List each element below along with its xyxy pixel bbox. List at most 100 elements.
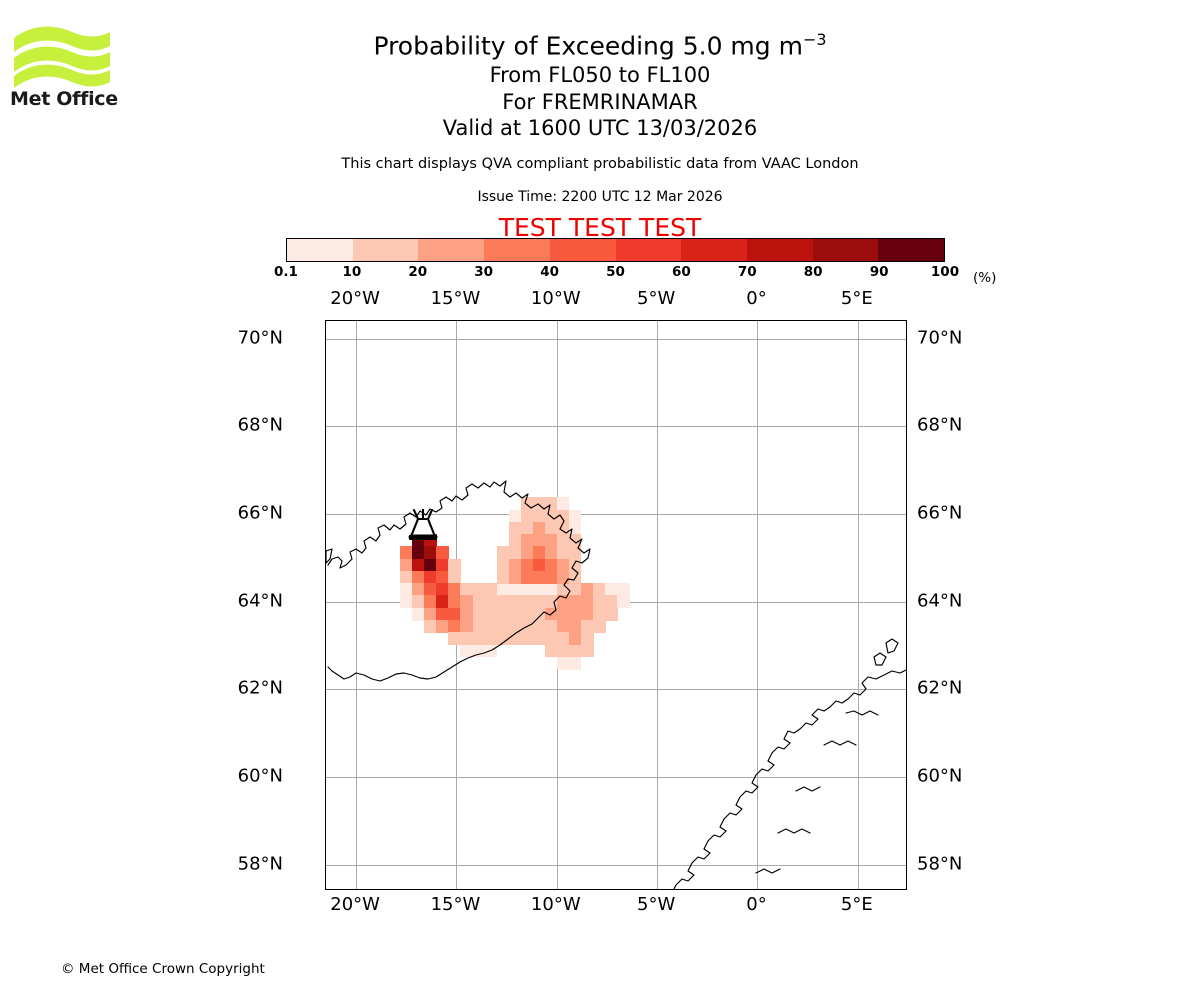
colorbar-tick-90: 90 bbox=[869, 264, 889, 280]
colorbar-tick-20: 20 bbox=[408, 264, 428, 280]
heatmap-cell bbox=[424, 620, 437, 633]
lon-tick-label-20°W: 20°W bbox=[330, 288, 380, 309]
heatmap-cell bbox=[580, 583, 594, 597]
heatmap-cell bbox=[424, 546, 437, 560]
heatmap-cell bbox=[436, 546, 450, 560]
heatmap-cell bbox=[532, 521, 546, 535]
gridline-lon-5°E bbox=[857, 321, 859, 889]
heatmap-cell bbox=[484, 583, 498, 597]
heatmap-cell bbox=[508, 546, 522, 560]
lat-tick-label-62°N: 62°N bbox=[917, 677, 963, 699]
heatmap-cell bbox=[532, 570, 546, 584]
colorbar-tick-30: 30 bbox=[474, 264, 494, 280]
heatmap-cell bbox=[556, 656, 570, 670]
heatmap-cell bbox=[484, 632, 498, 646]
heatmap-cell bbox=[496, 558, 510, 572]
test-banner: TEST TEST TEST bbox=[498, 213, 702, 242]
heatmap-cell bbox=[508, 632, 522, 646]
coastline-greenland bbox=[326, 548, 333, 564]
heatmap-cell bbox=[580, 607, 594, 621]
heatmap-cell bbox=[508, 534, 522, 547]
heatmap-cell bbox=[508, 607, 522, 621]
heatmap-cell bbox=[436, 595, 450, 609]
heatmap-cell bbox=[580, 620, 594, 633]
page-title-text: Probability of Exceeding 5.0 mg m bbox=[373, 31, 803, 61]
lat-tick-label-70°N: 70°N bbox=[237, 327, 283, 349]
heatmap-cell bbox=[496, 583, 510, 597]
heatmap-cell bbox=[544, 583, 558, 597]
lat-tick-label-70°N: 70°N bbox=[917, 327, 963, 349]
heatmap-cell bbox=[448, 583, 462, 597]
heatmap-cell bbox=[472, 595, 486, 609]
page-title-exponent: −3 bbox=[802, 30, 827, 49]
colorbar-tick-70: 70 bbox=[737, 264, 757, 280]
heatmap-cell bbox=[568, 534, 582, 547]
heatmap-cell bbox=[617, 595, 630, 609]
heatmap-cell bbox=[520, 497, 534, 511]
lon-tick-label-5°W: 5°W bbox=[637, 288, 676, 309]
heatmap-cell bbox=[532, 534, 546, 547]
heatmap-cell bbox=[460, 644, 474, 658]
heatmap-cell bbox=[520, 509, 534, 523]
heatmap-cell bbox=[508, 509, 522, 523]
heatmap-cell bbox=[568, 583, 582, 597]
colorbar-segment-7 bbox=[746, 239, 813, 261]
heatmap-cell bbox=[617, 583, 630, 597]
heatmap-cell bbox=[556, 644, 570, 658]
lon-tick-label-5°E: 5°E bbox=[840, 894, 873, 915]
lat-tick-label-68°N: 68°N bbox=[917, 414, 963, 436]
heatmap-cell bbox=[448, 632, 462, 646]
heatmap-cell bbox=[508, 595, 522, 609]
heatmap-cell bbox=[400, 595, 413, 609]
colorbar-tick-60: 60 bbox=[671, 264, 691, 280]
heatmap-cell bbox=[508, 521, 522, 535]
colorbar-tick-0.1: 0.1 bbox=[274, 264, 298, 280]
lat-tick-label-58°N: 58°N bbox=[917, 853, 963, 875]
colorbar-segment-2 bbox=[418, 239, 485, 261]
heatmap-cell bbox=[544, 607, 558, 621]
heatmap-cell bbox=[412, 607, 425, 621]
heatmap-cell bbox=[484, 620, 498, 633]
heatmap-cell bbox=[424, 558, 437, 572]
heatmap-cell bbox=[556, 570, 570, 584]
heatmap-cell bbox=[568, 632, 582, 646]
heatmap-cell bbox=[412, 558, 425, 572]
gridline-lon-20°W bbox=[356, 321, 358, 889]
map-plot-area[interactable] bbox=[325, 320, 907, 890]
lon-tick-label-5°W: 5°W bbox=[637, 894, 676, 915]
heatmap-cell bbox=[556, 620, 570, 633]
heatmap-cell bbox=[448, 570, 462, 584]
heatmap-cell bbox=[424, 607, 437, 621]
lon-tick-label-10°W: 10°W bbox=[530, 894, 581, 915]
heatmap-cell bbox=[568, 656, 582, 670]
heatmap-cell bbox=[568, 595, 582, 609]
gridline-lat-58°N bbox=[326, 864, 906, 866]
heatmap-cell bbox=[496, 620, 510, 633]
heatmap-cell bbox=[556, 583, 570, 597]
colorbar-tick-80: 80 bbox=[803, 264, 823, 280]
colorbar-tick-40: 40 bbox=[540, 264, 559, 280]
heatmap-cell bbox=[520, 583, 534, 597]
heatmap-cell bbox=[592, 620, 606, 633]
heatmap-cell bbox=[496, 632, 510, 646]
valid-time-subtitle: Valid at 1600 UTC 13/03/2026 bbox=[442, 116, 758, 140]
heatmap-cell bbox=[544, 509, 558, 523]
lat-tick-label-58°N: 58°N bbox=[237, 853, 283, 875]
heatmap-cell bbox=[520, 632, 534, 646]
colorbar-segment-8 bbox=[812, 239, 879, 261]
heatmap-cell bbox=[532, 583, 546, 597]
heatmap-cell bbox=[460, 632, 474, 646]
colorbar-unit-label: (%) bbox=[973, 270, 997, 286]
heatmap-cell bbox=[460, 583, 474, 597]
met-office-logo: Met Office bbox=[10, 22, 120, 117]
heatmap-cell bbox=[556, 497, 570, 511]
lat-tick-label-68°N: 68°N bbox=[237, 414, 283, 436]
heatmap-cell bbox=[544, 558, 558, 572]
heatmap-cell bbox=[472, 620, 486, 633]
heatmap-cell bbox=[544, 644, 558, 658]
logo-text: Met Office bbox=[10, 88, 118, 110]
coastline-norway bbox=[673, 669, 906, 889]
heatmap-cell bbox=[448, 620, 462, 633]
heatmap-cell bbox=[580, 595, 594, 609]
gridline-lat-68°N bbox=[326, 426, 906, 428]
